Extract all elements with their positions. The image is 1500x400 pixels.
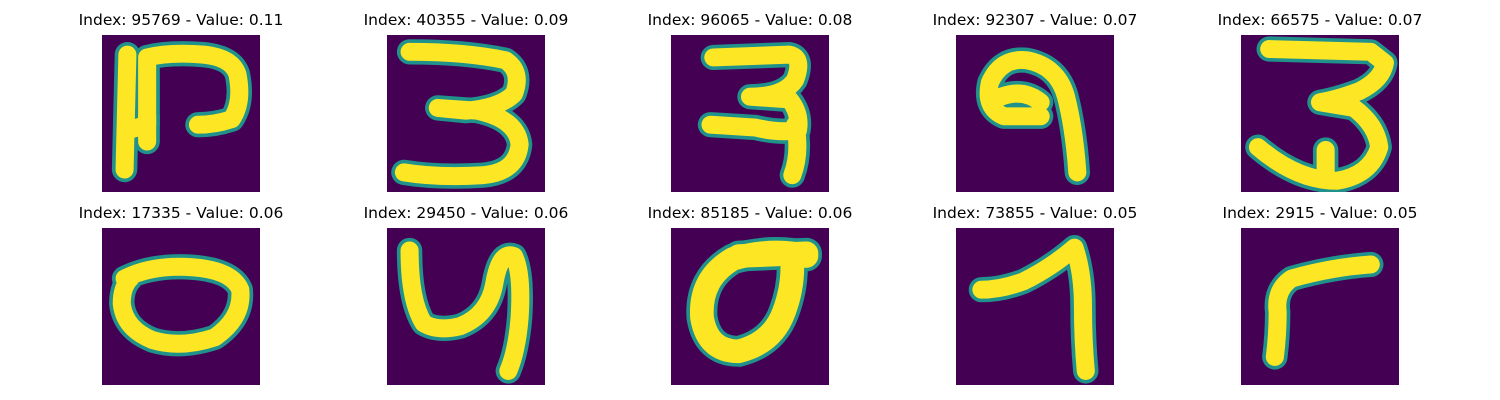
digit-glyph <box>391 39 533 189</box>
digit-glyph <box>109 254 254 357</box>
digit-stroke <box>701 45 808 141</box>
digit-stroke <box>394 42 529 186</box>
digit-panel: Index: 17335 - Value: 0.06 <box>79 204 283 385</box>
digit-glyph <box>111 41 252 183</box>
panel-title: Index: 95769 - Value: 0.11 <box>78 11 284 29</box>
digit-panel: Index: 2915 - Value: 0.05 <box>1223 204 1417 385</box>
digit-stroke <box>115 45 137 179</box>
digit-image <box>671 35 829 192</box>
digit-panel: Index: 73855 - Value: 0.05 <box>933 204 1137 385</box>
panel-title: Index: 85185 - Value: 0.06 <box>647 204 853 222</box>
digit-image <box>671 228 829 385</box>
digit-image <box>102 228 260 385</box>
digit-stroke <box>972 238 1095 380</box>
digit-stroke <box>400 241 530 380</box>
digit-glyph <box>975 47 1091 185</box>
digit-glyph <box>396 237 534 384</box>
digit-panel: Index: 40355 - Value: 0.09 <box>364 11 568 192</box>
digit-stroke <box>112 257 250 353</box>
panel-title: Index: 17335 - Value: 0.06 <box>78 204 284 222</box>
panel-title: Index: 66575 - Value: 0.07 <box>1217 11 1423 29</box>
digit-glyph <box>968 235 1099 384</box>
digit-panel: Index: 92307 - Value: 0.07 <box>933 11 1137 192</box>
digit-image <box>956 35 1114 192</box>
digit-image <box>387 228 545 385</box>
digit-image <box>102 35 260 192</box>
digit-image <box>1241 228 1399 385</box>
panel-title: Index: 40355 - Value: 0.09 <box>363 11 569 29</box>
digit-glyph <box>1262 251 1384 370</box>
panel-title: Index: 92307 - Value: 0.07 <box>932 11 1138 29</box>
digit-stroke <box>1265 255 1380 366</box>
panel-title: Index: 29450 - Value: 0.06 <box>363 204 569 222</box>
digit-stroke <box>783 115 807 185</box>
digit-stroke <box>726 241 819 268</box>
panel-title: Index: 73855 - Value: 0.05 <box>932 204 1138 222</box>
digit-panel: Index: 66575 - Value: 0.07 <box>1218 11 1422 192</box>
panel-title: Index: 2915 - Value: 0.05 <box>1222 204 1418 222</box>
digit-glyph <box>1245 36 1398 192</box>
digit-image <box>387 35 545 192</box>
panel-title: Index: 96065 - Value: 0.08 <box>647 11 853 29</box>
digit-stroke <box>992 84 1050 112</box>
digit-image <box>956 228 1114 385</box>
digit-panel: Index: 85185 - Value: 0.06 <box>648 204 852 385</box>
digit-panel: Index: 96065 - Value: 0.08 <box>648 11 852 192</box>
digit-glyph <box>686 237 822 367</box>
digit-stroke <box>118 44 249 140</box>
digit-stroke <box>979 51 1087 182</box>
digit-panel: Index: 95769 - Value: 0.11 <box>79 11 283 192</box>
digit-panel: Index: 29450 - Value: 0.06 <box>364 204 568 385</box>
digit-glyph <box>697 42 812 188</box>
digit-image <box>1241 35 1399 192</box>
